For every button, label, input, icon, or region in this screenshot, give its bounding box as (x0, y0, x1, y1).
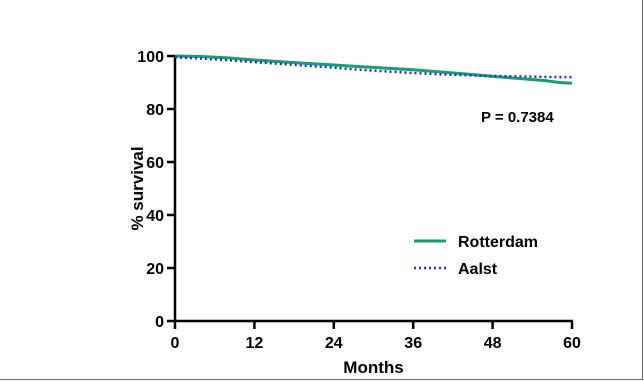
y-tick-label: 100 (137, 49, 164, 66)
legend-label-aalst: Aalst (458, 261, 498, 278)
ticks: 0 20 40 60 80 100 0 12 24 36 48 60 (137, 49, 581, 352)
x-tick-label: 48 (484, 335, 502, 352)
y-axis-title: % survival (128, 146, 147, 230)
y-tick-label: 0 (155, 314, 164, 331)
series-layer (174, 54, 573, 85)
y-tick-label: 20 (146, 261, 164, 278)
legend: Rotterdam Aalst (414, 234, 538, 278)
axes (173, 55, 573, 323)
x-tick-label: 60 (563, 335, 581, 352)
x-tick-label: 36 (404, 335, 422, 352)
series-line-aalst (174, 56, 573, 79)
x-tick-label: 24 (325, 335, 343, 352)
legend-label-rotterdam: Rotterdam (458, 234, 538, 251)
y-tick-label: 40 (146, 208, 164, 225)
x-axis-title: Months (343, 358, 403, 377)
y-tick-label: 60 (146, 155, 164, 172)
y-tick-label: 80 (146, 102, 164, 119)
series-line-rotterdam (174, 54, 573, 85)
x-tick-label: 0 (171, 335, 180, 352)
x-tick-label: 12 (246, 335, 264, 352)
p-value-annotation: P = 0.7384 (481, 109, 554, 126)
